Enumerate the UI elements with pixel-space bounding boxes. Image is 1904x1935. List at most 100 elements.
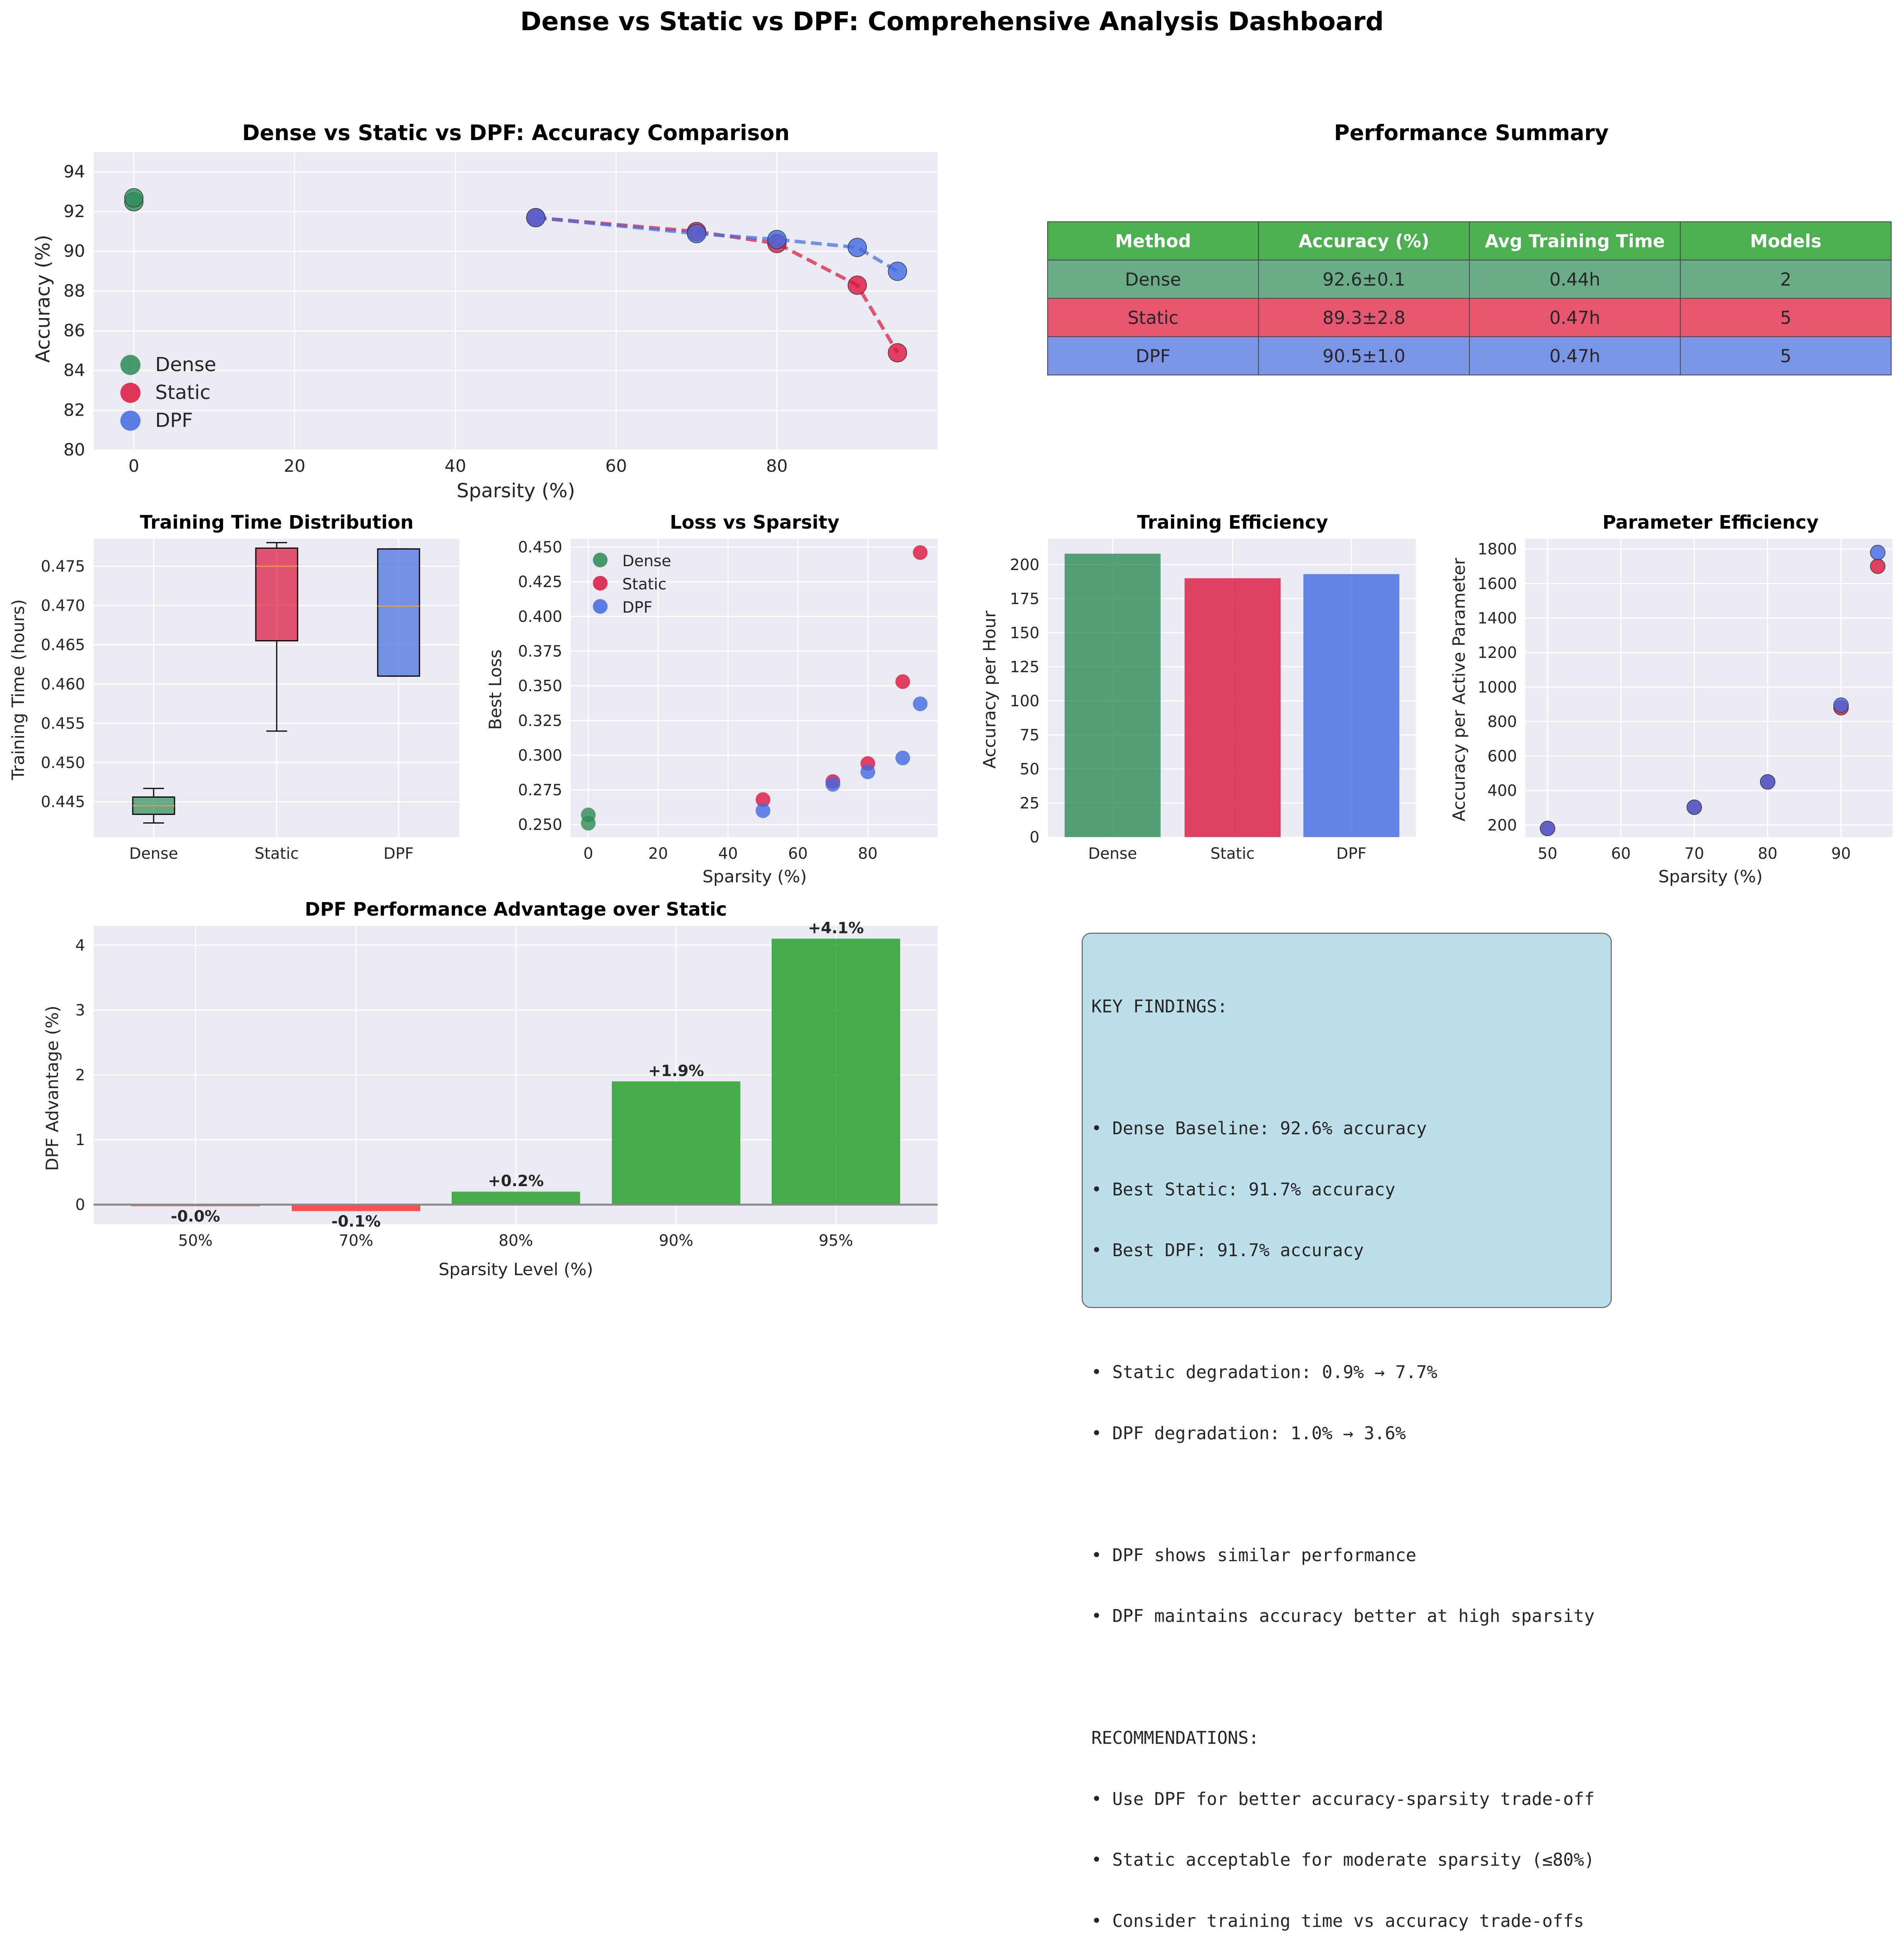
efficiency-ytick-label: 100 bbox=[1010, 692, 1039, 710]
loss-ytick-label: 0.400 bbox=[518, 608, 562, 626]
advantage-bar bbox=[452, 1192, 580, 1205]
time-xtick-label: DPF bbox=[384, 845, 414, 863]
advantage-bar-label: -0.1% bbox=[331, 1212, 381, 1230]
accuracy-ytick-label: 90 bbox=[63, 241, 85, 261]
advantage-bar-label: -0.0% bbox=[171, 1208, 220, 1226]
efficiency-bar bbox=[1065, 554, 1161, 837]
time-box bbox=[378, 549, 419, 676]
accuracy-legend-label: Dense bbox=[155, 353, 216, 376]
loss-dpf-point bbox=[913, 697, 928, 711]
findings-line: • Static acceptable for moderate sparsit… bbox=[1091, 1850, 1610, 1870]
findings-line: • Best DPF: 91.7% accuracy bbox=[1091, 1240, 1610, 1261]
loss-ytick-label: 0.350 bbox=[518, 677, 562, 695]
table-header-row: Method Accuracy (%) Avg Training Time Mo… bbox=[1048, 222, 1891, 260]
param-ytick-label: 600 bbox=[1488, 748, 1517, 765]
accuracy-xtick-label: 20 bbox=[284, 456, 305, 476]
accuracy-plot-area bbox=[94, 152, 938, 450]
time-box bbox=[256, 548, 298, 640]
advantage-ytick-label: 4 bbox=[75, 937, 85, 954]
table-cell: 0.47h bbox=[1469, 337, 1680, 375]
findings-line: • Use DPF for better accuracy-sparsity t… bbox=[1091, 1789, 1610, 1810]
findings-line: • DPF maintains accuracy better at high … bbox=[1091, 1606, 1610, 1627]
efficiency-bar bbox=[1185, 578, 1281, 837]
loss-xtick-label: 20 bbox=[648, 845, 668, 863]
loss-dpf-point bbox=[860, 764, 875, 779]
loss-ytick-label: 0.275 bbox=[518, 781, 562, 799]
loss-ytick-label: 0.375 bbox=[518, 642, 562, 660]
param-ytick-label: 400 bbox=[1488, 782, 1517, 800]
findings-line: KEY FINDINGS: bbox=[1091, 997, 1610, 1017]
param-dpf-point bbox=[1870, 545, 1885, 560]
param-xtick-label: 50 bbox=[1538, 845, 1557, 863]
efficiency-ylabel: Accuracy per Hour bbox=[980, 610, 1000, 769]
advantage-bar-label: +1.9% bbox=[648, 1062, 704, 1080]
advantage-xtick-label: 50% bbox=[178, 1232, 213, 1250]
table-cell: 90.5±1.0 bbox=[1258, 337, 1469, 375]
table-cell: 0.44h bbox=[1469, 260, 1680, 298]
accuracy-ylabel: Accuracy (%) bbox=[32, 235, 54, 363]
accuracy-dense-point bbox=[125, 188, 143, 207]
loss-dpf-point bbox=[825, 777, 840, 792]
advantage-bar-label: +4.1% bbox=[808, 920, 864, 937]
param-ytick-label: 200 bbox=[1488, 817, 1517, 834]
param-dpf-point bbox=[1834, 698, 1848, 712]
advantage-ytick-label: 2 bbox=[75, 1067, 85, 1084]
time-ytick-label: 0.460 bbox=[41, 675, 85, 693]
findings-line: • Static degradation: 0.9% → 7.7% bbox=[1091, 1362, 1610, 1383]
time-ytick-label: 0.455 bbox=[41, 715, 85, 733]
accuracy-static-point bbox=[888, 343, 907, 362]
performance-summary-table: Method Accuracy (%) Avg Training Time Mo… bbox=[1047, 221, 1892, 375]
param-title: Parameter Efficiency bbox=[1603, 512, 1819, 533]
efficiency-bar bbox=[1303, 574, 1399, 837]
table-cell: DPF bbox=[1048, 337, 1258, 375]
param-dpf-point bbox=[1540, 821, 1555, 836]
advantage-xtick-label: 70% bbox=[339, 1232, 373, 1250]
loss-ytick-label: 0.450 bbox=[518, 539, 562, 557]
advantage-bar bbox=[612, 1081, 740, 1204]
table-cell: Static bbox=[1048, 298, 1258, 337]
loss-legend-marker bbox=[593, 599, 608, 614]
accuracy-ytick-label: 88 bbox=[63, 281, 85, 301]
dashboard-title: Dense vs Static vs DPF: Comprehensive An… bbox=[520, 7, 1383, 36]
advantage-xtick-label: 80% bbox=[499, 1232, 533, 1250]
loss-ylabel: Best Loss bbox=[486, 649, 505, 730]
accuracy-dpf-point bbox=[768, 230, 786, 249]
accuracy-ytick-label: 84 bbox=[63, 361, 85, 380]
param-static-point bbox=[1870, 559, 1885, 574]
table-cell: 5 bbox=[1680, 298, 1891, 337]
param-ytick-label: 1600 bbox=[1478, 575, 1517, 593]
efficiency-ytick-label: 75 bbox=[1020, 726, 1039, 744]
accuracy-xtick-label: 60 bbox=[605, 456, 627, 476]
findings-line: • Consider training time vs accuracy tra… bbox=[1091, 1911, 1610, 1932]
accuracy-xtick-label: 0 bbox=[128, 456, 139, 476]
table-header-cell: Avg Training Time bbox=[1469, 222, 1680, 260]
loss-title: Loss vs Sparsity bbox=[670, 512, 839, 533]
accuracy-ytick-label: 94 bbox=[63, 162, 85, 182]
loss-legend-label: Static bbox=[622, 575, 666, 593]
summary-title: Performance Summary bbox=[1334, 120, 1609, 145]
accuracy-legend-marker bbox=[120, 383, 140, 403]
time-ytick-label: 0.470 bbox=[41, 597, 85, 615]
accuracy-dpf-point bbox=[687, 224, 706, 243]
findings-line: ​ bbox=[1091, 1058, 1610, 1078]
efficiency-xtick-label: Dense bbox=[1088, 845, 1137, 863]
accuracy-legend-marker bbox=[120, 355, 140, 375]
loss-legend-marker bbox=[593, 576, 608, 591]
param-ytick-label: 800 bbox=[1488, 713, 1517, 731]
table-cell: 89.3±2.8 bbox=[1258, 298, 1469, 337]
param-xtick-label: 80 bbox=[1758, 845, 1777, 863]
param-xtick-label: 60 bbox=[1611, 845, 1631, 863]
advantage-ylabel: DPF Advantage (%) bbox=[43, 1005, 62, 1171]
table-row-dense: Dense 92.6±0.1 0.44h 2 bbox=[1048, 260, 1891, 298]
table-cell: 5 bbox=[1680, 337, 1891, 375]
param-ytick-label: 1000 bbox=[1478, 678, 1517, 696]
advantage-bar bbox=[772, 939, 900, 1205]
table-header-cell: Method bbox=[1048, 222, 1258, 260]
param-xlabel: Sparsity (%) bbox=[1658, 867, 1762, 887]
accuracy-legend-label: DPF bbox=[155, 409, 193, 432]
advantage-ytick-label: 3 bbox=[75, 1002, 85, 1019]
time-ytick-label: 0.445 bbox=[41, 793, 85, 811]
advantage-xlabel: Sparsity Level (%) bbox=[438, 1260, 593, 1279]
param-ytick-label: 1800 bbox=[1478, 541, 1517, 558]
table-cell: Dense bbox=[1048, 260, 1258, 298]
